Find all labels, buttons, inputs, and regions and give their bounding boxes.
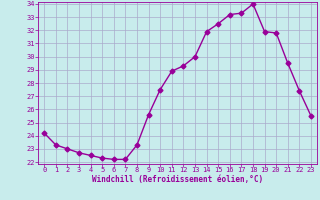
- X-axis label: Windchill (Refroidissement éolien,°C): Windchill (Refroidissement éolien,°C): [92, 175, 263, 184]
